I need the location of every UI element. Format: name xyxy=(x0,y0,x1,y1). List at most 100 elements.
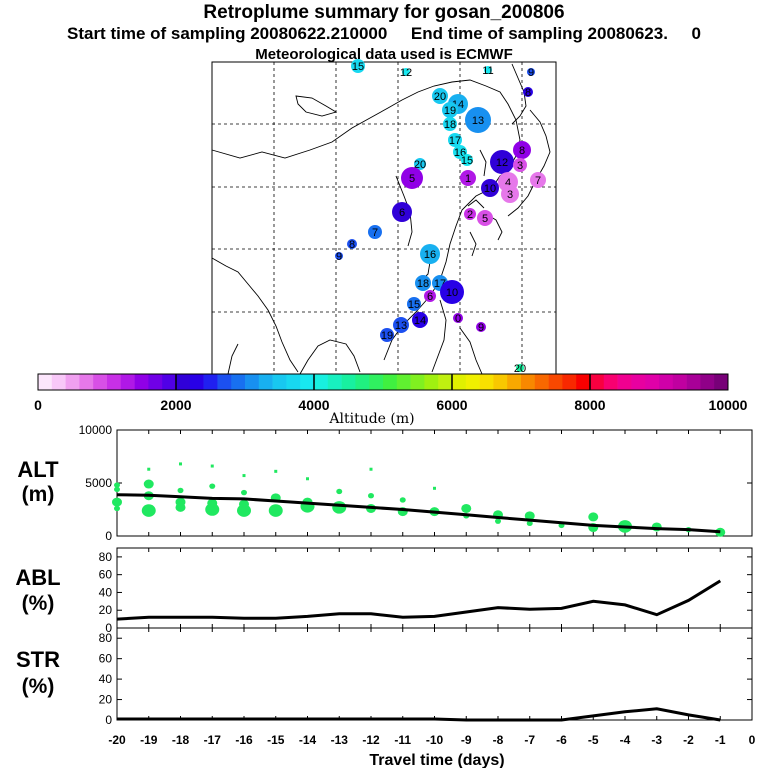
map-marker xyxy=(516,364,524,372)
colorbar-segment xyxy=(590,374,605,390)
map-marker-label: 12 xyxy=(400,67,412,79)
colorbar-segment xyxy=(65,374,80,390)
map-marker xyxy=(523,87,533,97)
chart-title: Retroplume summary for gosan_200806 xyxy=(203,2,565,23)
x-tick-label: -18 xyxy=(172,733,190,747)
alt-particle-mark xyxy=(147,467,151,471)
x-tick-label: -16 xyxy=(235,733,253,747)
map-coastline xyxy=(211,79,521,159)
colorbar-segment xyxy=(576,374,591,390)
map-marker xyxy=(420,244,440,264)
colorbar-segment xyxy=(314,374,329,390)
colorbar-segment xyxy=(438,374,453,390)
map-marker-label: 13 xyxy=(395,320,407,332)
colorbar-segment xyxy=(631,374,646,390)
map-marker xyxy=(440,280,464,304)
colorbar-segment xyxy=(493,374,508,390)
map-marker-label: 19 xyxy=(381,330,393,342)
map-marker-label: 10 xyxy=(484,183,496,195)
map-marker-label: 13 xyxy=(472,115,484,127)
colorbar-segment xyxy=(548,374,563,390)
x-tick-label: -2 xyxy=(683,733,694,747)
alt-particle-mark xyxy=(210,464,214,468)
alt-particle-mark xyxy=(143,479,154,489)
map-marker-label: 19 xyxy=(444,105,456,117)
y-tick-label: 5000 xyxy=(85,476,112,490)
map-marker-label: 0 xyxy=(455,313,461,325)
colorbar-segment xyxy=(410,374,425,390)
map-marker-label: 12 xyxy=(496,157,508,169)
alt-particle-mark xyxy=(268,504,283,517)
colorbar-segment xyxy=(272,374,287,390)
map-marker-label: 8 xyxy=(525,87,531,99)
alt-particle-mark xyxy=(495,518,501,524)
map-marker xyxy=(530,172,546,188)
x-tick-label: -11 xyxy=(394,733,411,747)
colorbar-tick-label: 6000 xyxy=(436,397,467,413)
colorbar-segment xyxy=(672,374,687,390)
map-coastline xyxy=(469,231,477,257)
colorbar-segment xyxy=(79,374,94,390)
x-tick-label: -17 xyxy=(204,733,222,747)
x-tick-label: -3 xyxy=(651,733,662,747)
colorbar-segment xyxy=(686,374,701,390)
map-marker-label: 18 xyxy=(417,278,429,290)
colorbar-segment xyxy=(452,374,467,390)
str-unit: (%) xyxy=(22,675,55,698)
colorbar-axis-label: Altitude (m) xyxy=(328,411,414,427)
alt-particle-mark xyxy=(114,505,120,512)
map-coastline xyxy=(431,299,447,373)
colorbar-segment xyxy=(231,374,246,390)
y-tick-label: 80 xyxy=(99,550,113,564)
map-marker-label: 4 xyxy=(505,177,511,189)
y-tick-label: 0 xyxy=(105,713,112,727)
colorbar-segment xyxy=(51,374,66,390)
map-marker-label: 20 xyxy=(514,363,526,375)
colorbar-segment xyxy=(258,374,273,390)
alt-particle-mark xyxy=(369,467,373,471)
x-tick-label: -10 xyxy=(426,733,444,747)
map-marker-label: 5 xyxy=(409,173,415,185)
colorbar-segment xyxy=(162,374,177,390)
map-marker-label: 9 xyxy=(336,251,342,263)
colorbar-segment xyxy=(107,374,122,390)
str-title: STR xyxy=(16,647,60,672)
map-marker xyxy=(501,185,519,203)
x-tick-label: -9 xyxy=(461,733,472,747)
alt-particle-mark xyxy=(114,486,120,493)
colorbar-segment xyxy=(603,374,618,390)
alt-particle-mark xyxy=(112,497,122,507)
map-marker xyxy=(368,225,382,239)
colorbar-segment xyxy=(300,374,315,390)
colorbar-segment xyxy=(369,374,384,390)
map-marker xyxy=(513,158,527,172)
map-marker-label: 7 xyxy=(372,227,378,239)
map-marker-label: 9 xyxy=(528,67,534,79)
y-tick-label: 40 xyxy=(99,585,113,599)
colorbar-tick-label: 0 xyxy=(34,397,42,413)
map-marker-label: 7 xyxy=(535,175,541,187)
map-marker xyxy=(402,68,410,76)
colorbar-tick-label: 10000 xyxy=(709,397,748,413)
alt-particle-mark xyxy=(336,488,343,495)
map-marker xyxy=(401,167,423,189)
alt-particle-mark xyxy=(588,512,599,522)
y-tick-label: 80 xyxy=(99,631,113,645)
colorbar-segment xyxy=(562,374,577,390)
y-tick-label: 0 xyxy=(105,621,112,635)
x-tick-label: -6 xyxy=(556,733,567,747)
x-tick-label: -4 xyxy=(620,733,631,747)
y-tick-label: 60 xyxy=(99,652,113,666)
map-marker xyxy=(513,141,531,159)
map-marker xyxy=(392,202,412,222)
map-marker xyxy=(460,170,476,186)
map-coastline xyxy=(479,149,487,177)
map-marker xyxy=(380,328,394,342)
map-marker-label: 6 xyxy=(427,291,433,303)
x-tick-label: -12 xyxy=(362,733,380,747)
map-marker-label: 15 xyxy=(352,61,364,73)
abl-line xyxy=(116,579,722,621)
map-marker xyxy=(453,313,463,323)
map-marker xyxy=(465,107,491,133)
